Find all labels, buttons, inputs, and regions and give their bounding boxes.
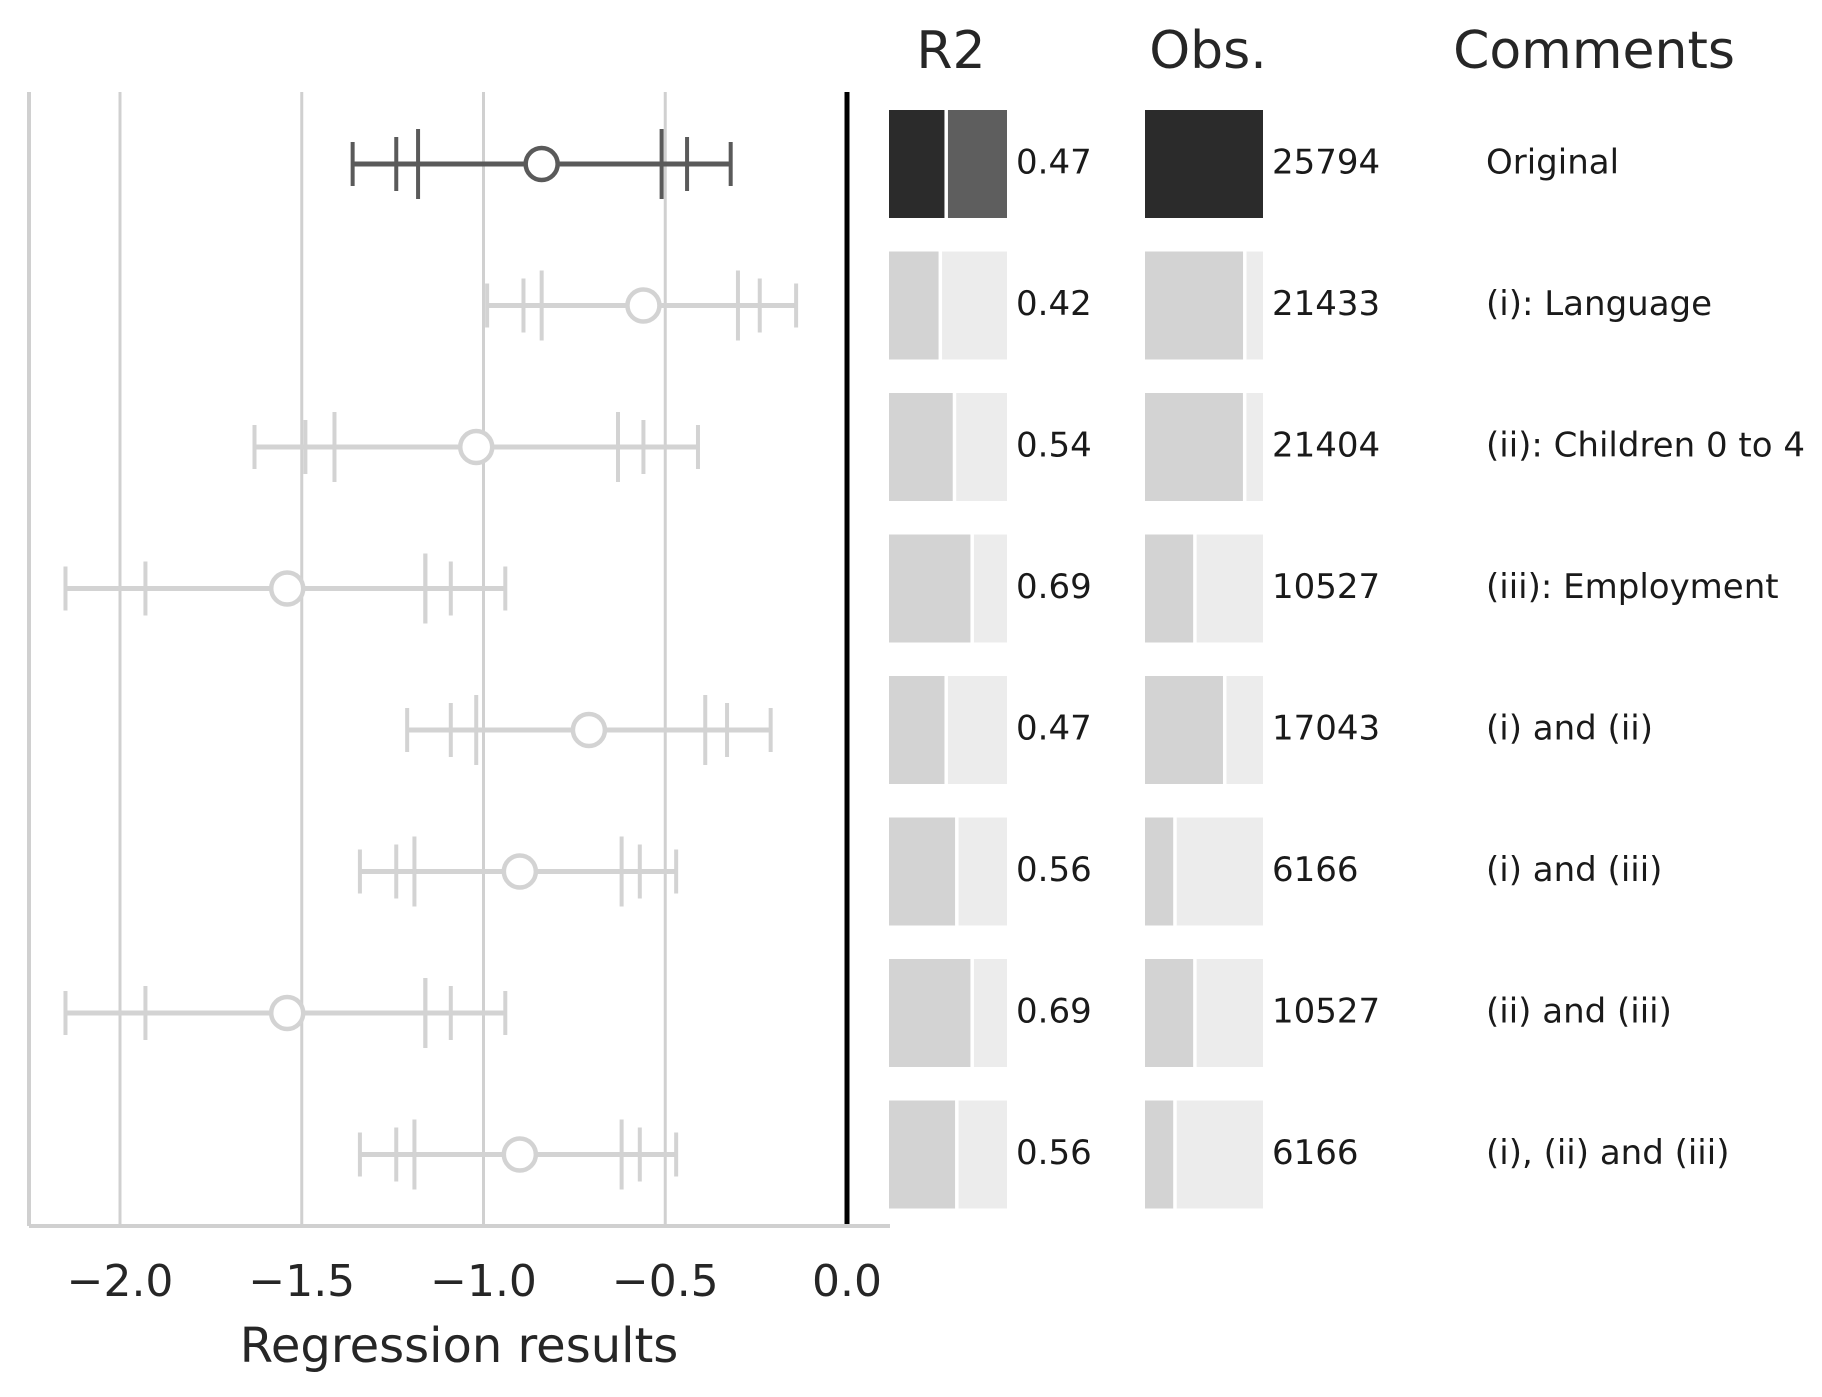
r2-bar-remainder	[942, 251, 1007, 360]
row-comment: (i) and (ii)	[1486, 709, 1653, 749]
r2-value: 0.56	[1016, 1133, 1092, 1173]
r2-value: 0.56	[1016, 850, 1092, 890]
r2-bar	[889, 534, 971, 643]
row-comment: (iii): Employment	[1486, 567, 1779, 607]
r2-bar	[889, 251, 939, 360]
obs-value: 21404	[1272, 426, 1380, 466]
r2-bar-remainder	[947, 676, 1007, 784]
x-tick-label: −0.5	[612, 1256, 719, 1307]
row-comment: (i): Language	[1486, 284, 1712, 324]
regression-row: 0.69 10527 (ii) and (iii)	[63, 959, 1672, 1067]
r2-column-header: R2	[916, 21, 985, 81]
obs-value: 25794	[1272, 143, 1380, 183]
x-tick-label: −1.0	[430, 1256, 537, 1307]
point-estimate	[570, 711, 608, 749]
r2-bar	[889, 676, 945, 784]
r2-bar-remainder	[947, 110, 1007, 218]
r2-bar	[889, 817, 956, 926]
obs-bar	[1145, 534, 1194, 643]
point-estimate	[625, 287, 662, 324]
obs-value: 6166	[1272, 1133, 1359, 1173]
obs-value: 10527	[1272, 567, 1380, 607]
r2-bar-remainder	[958, 817, 1007, 926]
obs-bar-remainder	[1226, 676, 1263, 784]
x-tick-label: 0.0	[812, 1256, 882, 1307]
x-tick-label: −1.5	[248, 1256, 355, 1307]
obs-column-header: Obs.	[1149, 21, 1267, 81]
r2-bar	[889, 110, 945, 218]
row-comment: (i), (ii) and (iii)	[1486, 1133, 1729, 1173]
r2-value: 0.69	[1016, 567, 1092, 607]
x-tick-label: −2.0	[67, 1256, 174, 1307]
r2-bar-remainder	[973, 959, 1007, 1067]
r2-bar	[889, 393, 953, 501]
regression-row: 0.56 6166 (i) and (iii)	[357, 817, 1662, 926]
r2-bar-remainder	[958, 1100, 1007, 1209]
point-estimate	[501, 853, 539, 890]
x-axis-label: Regression results	[240, 1318, 679, 1374]
obs-value: 21433	[1272, 284, 1380, 324]
r2-bar	[889, 1100, 956, 1209]
point-estimate	[523, 145, 560, 183]
obs-value: 10527	[1272, 992, 1380, 1032]
point-estimate	[457, 428, 495, 466]
obs-value: 17043	[1272, 709, 1380, 749]
r2-value: 0.69	[1016, 992, 1092, 1032]
r2-bar	[889, 959, 971, 1067]
obs-bar	[1145, 393, 1243, 501]
obs-bar-remainder	[1246, 393, 1263, 501]
regression-row: 0.47 17043 (i) and (ii)	[405, 676, 1653, 784]
obs-bar	[1145, 1100, 1174, 1209]
r2-bar-remainder	[956, 393, 1007, 501]
obs-bar-remainder	[1246, 251, 1263, 360]
obs-bar	[1145, 110, 1263, 218]
x-tick-labels: −2.0 −1.5 −1.0 −0.5 0.0	[67, 1256, 882, 1307]
regression-row: 0.54 21404 (ii): Children 0 to 4	[252, 393, 1805, 501]
regression-row: 0.42 21433 (i): Language	[485, 251, 1712, 360]
point-estimate	[268, 570, 306, 607]
r2-value: 0.54	[1016, 426, 1092, 466]
obs-bar-remainder	[1176, 817, 1263, 926]
grid-lines	[118, 92, 850, 1226]
r2-value: 0.42	[1016, 284, 1092, 324]
obs-bar	[1145, 251, 1244, 360]
row-comment: Original	[1486, 143, 1619, 183]
r2-bar-remainder	[973, 534, 1007, 643]
obs-bar-remainder	[1176, 1100, 1263, 1209]
obs-bar-remainder	[1196, 534, 1263, 643]
r2-value: 0.47	[1016, 709, 1092, 749]
r2-value: 0.47	[1016, 143, 1092, 183]
row-comment: (ii) and (iii)	[1486, 992, 1672, 1032]
point-estimate	[501, 1136, 539, 1173]
regression-row: 0.56 6166 (i), (ii) and (iii)	[357, 1100, 1729, 1209]
obs-bar-remainder	[1196, 959, 1263, 1067]
regression-row: 0.69 10527 (iii): Employment	[63, 534, 1779, 643]
obs-bar	[1145, 676, 1223, 784]
row-comment: (i) and (iii)	[1486, 850, 1662, 890]
point-estimate	[268, 994, 306, 1032]
row-comment: (ii): Children 0 to 4	[1486, 426, 1805, 466]
obs-bar	[1145, 817, 1174, 926]
obs-value: 6166	[1272, 850, 1359, 890]
regression-row: 0.47 25794 Original	[350, 110, 1619, 218]
obs-bar	[1145, 959, 1194, 1067]
comments-column-header: Comments	[1453, 21, 1735, 81]
